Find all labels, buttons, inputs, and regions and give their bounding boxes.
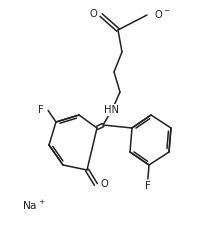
Text: Na$^+$: Na$^+$ [22,198,45,212]
Text: O: O [100,180,108,190]
Text: O: O [89,9,96,19]
Text: HN: HN [104,105,119,115]
Text: O$^-$: O$^-$ [153,8,170,20]
Text: F: F [144,181,150,191]
Text: F: F [38,105,44,116]
